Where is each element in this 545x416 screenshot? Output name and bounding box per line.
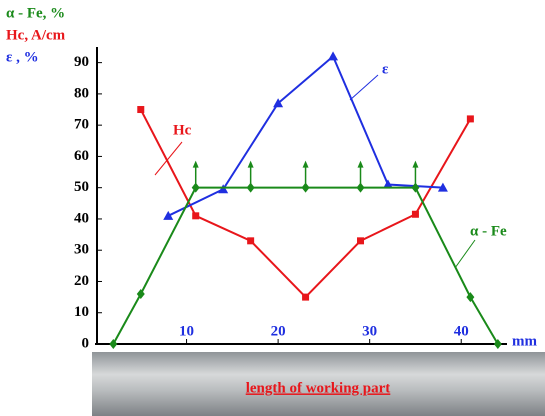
marker <box>192 212 200 220</box>
marker <box>382 179 393 189</box>
marker <box>273 98 284 108</box>
marker <box>191 182 200 193</box>
x-tick-label: 10 <box>179 323 194 339</box>
leader-line <box>154 141 183 176</box>
y-tick-label: 70 <box>74 117 89 133</box>
y-tick-label: 50 <box>74 179 89 195</box>
marker <box>466 292 475 303</box>
y-tick-label: 0 <box>82 335 90 351</box>
error-arrow <box>302 160 309 168</box>
marker <box>301 182 310 193</box>
y-axis-label: ε , % <box>6 49 39 65</box>
leader-line <box>349 74 379 101</box>
specimen-photo <box>92 352 545 416</box>
marker <box>136 288 145 299</box>
y-tick-label: 30 <box>74 242 89 258</box>
series-label: Hc <box>173 122 192 138</box>
marker <box>247 237 255 245</box>
series-label: α - Fe <box>470 223 507 239</box>
marker <box>163 210 174 220</box>
strip-label: length of working part <box>246 380 391 396</box>
y-tick-label: 80 <box>74 85 89 101</box>
marker <box>137 106 145 114</box>
y-tick-label: 40 <box>74 210 89 226</box>
x-tick-label: 40 <box>454 323 469 339</box>
y-axis-label: Hc, A/cm <box>6 27 66 43</box>
x-unit: mm <box>512 333 537 349</box>
marker <box>411 210 419 218</box>
y-tick-label: 60 <box>74 148 89 164</box>
x-tick-label: 20 <box>271 323 286 339</box>
marker <box>437 182 448 192</box>
y-tick-label: 10 <box>74 304 89 320</box>
error-arrow <box>192 160 199 168</box>
marker <box>493 339 502 349</box>
series-label: ε <box>382 61 389 77</box>
marker <box>246 182 255 193</box>
leader-line <box>454 239 476 269</box>
y-tick-label: 20 <box>74 273 89 289</box>
marker <box>218 184 229 194</box>
series-line <box>167 54 443 217</box>
x-tick-label: 30 <box>362 323 377 339</box>
y-axis-label: α - Fe, % <box>6 5 65 21</box>
marker <box>328 51 339 61</box>
error-arrow <box>412 160 419 168</box>
marker <box>356 182 365 193</box>
series-line <box>112 186 499 345</box>
y-tick-label: 90 <box>74 54 89 70</box>
marker <box>466 115 474 123</box>
marker <box>357 237 365 245</box>
marker <box>302 293 310 301</box>
marker <box>411 182 420 193</box>
error-arrow <box>247 160 254 168</box>
marker <box>109 339 118 349</box>
error-arrow <box>357 160 364 168</box>
